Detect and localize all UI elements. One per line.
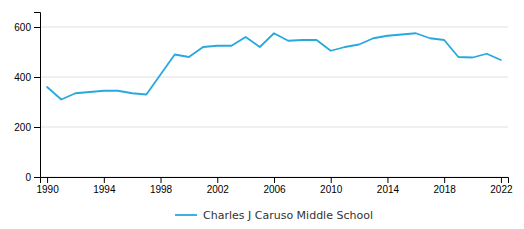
tick: 400 — [14, 72, 40, 83]
x-axis: 1990 1994 1998 2002 2006 2010 2014 2018 2022 — [36, 177, 513, 195]
tick: 2014 — [377, 177, 400, 195]
tick-mark — [104, 177, 105, 183]
grid — [40, 27, 508, 177]
tick-mark — [444, 177, 445, 183]
tick-label: 1994 — [93, 184, 116, 195]
tick: 2010 — [320, 177, 343, 195]
tick: 2006 — [263, 177, 286, 195]
tick: 0 — [25, 172, 40, 183]
grid-line — [40, 77, 508, 78]
tick: 2022 — [490, 177, 513, 195]
axis-line — [34, 13, 41, 178]
tick-label: 2022 — [490, 184, 513, 195]
tick-mark — [47, 177, 48, 183]
legend-swatch — [175, 214, 197, 216]
axis-line — [41, 178, 509, 184]
tick: 1990 — [36, 177, 59, 195]
tick-label: 400 — [14, 72, 31, 83]
tick-mark — [274, 177, 275, 183]
tick: 2002 — [207, 177, 230, 195]
y-axis: 0 200 400 600 — [14, 13, 40, 183]
legend-label: Charles J Caruso Middle School — [203, 209, 373, 222]
tick-label: 2002 — [207, 184, 230, 195]
tick-mark — [34, 27, 40, 28]
tick: 2018 — [434, 177, 457, 195]
tick: 1998 — [150, 177, 173, 195]
tick-label: 2018 — [434, 184, 457, 195]
tick: 200 — [14, 122, 40, 133]
tick-label: 600 — [14, 22, 31, 33]
tick-label: 2010 — [320, 184, 343, 195]
tick-mark — [161, 177, 162, 183]
legend-item: Charles J Caruso Middle School — [175, 209, 373, 222]
tick-mark — [34, 77, 40, 78]
tick-mark — [501, 177, 502, 183]
tick-mark — [34, 177, 40, 178]
tick-mark — [217, 177, 218, 183]
grid-line — [40, 127, 508, 128]
tick-mark — [34, 127, 40, 128]
tick: 600 — [14, 22, 40, 33]
legend: Charles J Caruso Middle School — [175, 209, 373, 222]
tick-label: 2014 — [377, 184, 400, 195]
tick-label: 1990 — [36, 184, 59, 195]
chart: 1990 1994 1998 2002 2006 2010 2014 2018 2022 0 200… — [0, 0, 524, 229]
tick-label: 0 — [25, 172, 31, 183]
tick-label: 200 — [14, 122, 31, 133]
tick-mark — [331, 177, 332, 183]
plot-area — [47, 33, 501, 99]
series-line — [47, 33, 501, 99]
tick-label: 1998 — [150, 184, 173, 195]
grid-line — [40, 27, 508, 28]
tick-mark — [387, 177, 388, 183]
tick: 1994 — [93, 177, 116, 195]
tick-label: 2006 — [263, 184, 286, 195]
